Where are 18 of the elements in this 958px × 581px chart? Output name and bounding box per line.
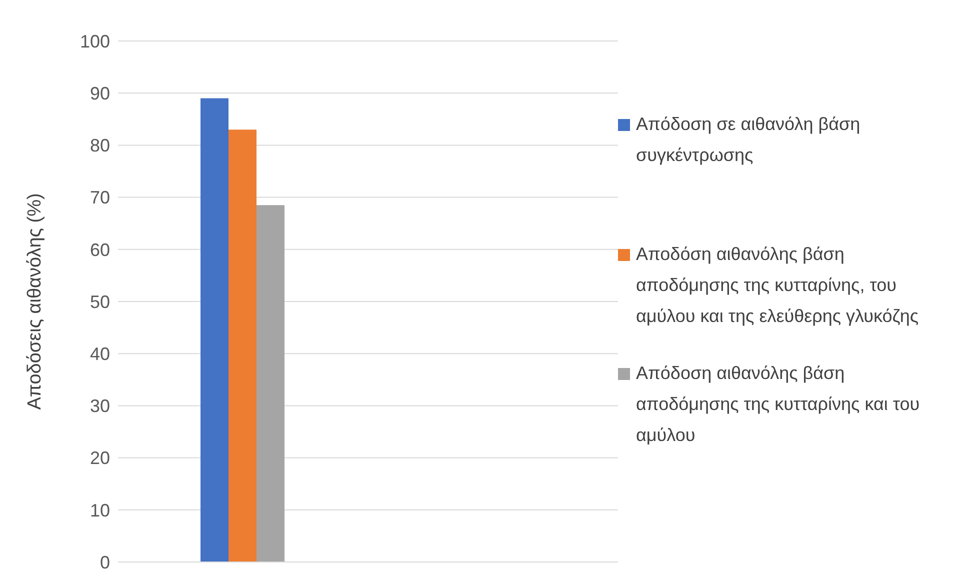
y-tick-label: 50 (90, 292, 110, 312)
y-axis-title: Αποδόσεις αιθανόλης (%) (24, 193, 46, 410)
y-tick-label: 10 (90, 500, 110, 520)
legend-label: Απόδοση αιθανόλης βάση αποδόμησης της κυτταρίνης και του αμύλου (636, 362, 921, 447)
y-tick-label: 20 (90, 448, 110, 468)
y-tick-label: 90 (90, 83, 110, 104)
y-tick-label: 100 (80, 31, 110, 52)
y-tick-label: 0 (100, 552, 110, 572)
bar (228, 130, 256, 562)
bar (200, 98, 228, 562)
y-tick-label: 80 (90, 136, 110, 156)
bar (256, 205, 284, 562)
y-tick-label: 30 (90, 396, 110, 416)
legend-label: Απόδοση σε αιθανόλη βάση συγκέντρωσης (636, 113, 862, 167)
y-tick-label: 60 (90, 240, 110, 260)
y-tick-label: 70 (90, 188, 110, 208)
legend-label: Αποδόση αιθανόλης βάση αποδόμησης της κυτταρίνης, του αμύλου και της ελεύθερης γλυκόζης (636, 243, 920, 328)
y-tick-label: 40 (90, 344, 110, 364)
